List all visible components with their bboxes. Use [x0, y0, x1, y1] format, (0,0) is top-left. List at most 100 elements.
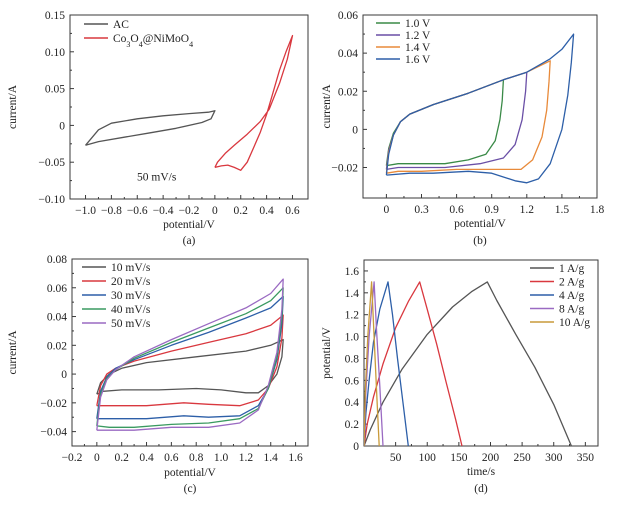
series-line-1-a-g: [364, 281, 572, 446]
panel-label: (b): [473, 235, 487, 247]
panel-c-cv-scan-rates: −0.2 0 0.2 0.4 0.6 0.8 1.0 1.2 1.4 1.6 0.08 0.06 0.0…: [7, 254, 309, 495]
x-tick-label: −0.2: [179, 205, 200, 217]
x-tick-label: −0.8: [101, 205, 122, 217]
legend-label: 1.2 V: [405, 30, 431, 42]
y-tick-label: 0.2: [345, 419, 360, 431]
x-tick-label: 1.2: [520, 204, 535, 216]
y-axis-title: current/A: [7, 330, 19, 375]
x-axis-title: time/s: [467, 466, 496, 478]
y-tick-label: 0.04: [338, 48, 358, 60]
x-tick-label: −0.6: [127, 205, 148, 217]
plot-frame: [71, 258, 309, 447]
legend-label: 50 mV/s: [111, 318, 151, 330]
x-tick-label: 0.2: [114, 452, 129, 464]
x-tick-label: 1.2: [239, 452, 254, 464]
panel-d-gcd-curves: 50 100 150 200 250 300 350 0 0.2 0.4 0.6 0.8 1.0 1.2 1…: [321, 259, 599, 495]
x-tick-label: 0.4: [139, 452, 154, 464]
legend-label: 1.0 V: [405, 18, 431, 30]
x-tick-label: 1.6: [288, 452, 303, 464]
x-tick-label: 1.8: [590, 204, 605, 216]
series-line-1-2-v: [385, 71, 528, 171]
series-line-2-a-g: [364, 281, 463, 446]
x-tick-label: −0.2: [62, 452, 83, 464]
x-tick-label: 0.8: [189, 452, 204, 464]
legend-label: 30 mV/s: [111, 290, 151, 302]
series-line-1-6-v: [385, 33, 575, 184]
series-line-co3o4-nimoo4: [214, 34, 294, 171]
y-tick-label: −0.04: [40, 427, 67, 439]
y-tick-label: 0.02: [47, 340, 67, 352]
series-line-4-a-g: [364, 281, 409, 446]
y-tick-label: 0.06: [338, 10, 358, 22]
y-tick-label: 0: [352, 124, 358, 136]
legend-label: 1.6 V: [405, 54, 431, 66]
y-axis-title: current/A: [321, 84, 333, 129]
y-tick-label: 0.15: [45, 10, 65, 22]
x-tick-label: 0.6: [285, 205, 300, 217]
x-tick-label: −1.0: [75, 205, 96, 217]
y-tick-label: 1.2: [345, 310, 360, 322]
x-tick-label: 0.6: [164, 452, 179, 464]
x-tick-label: 0: [94, 452, 100, 464]
x-tick-label: 0: [384, 204, 390, 216]
y-tick-label: −0.02: [40, 398, 67, 410]
series-line-ac: [85, 110, 216, 146]
legend-label: Co3O4@NiMoO4: [113, 33, 193, 49]
x-tick-label: 200: [482, 452, 500, 464]
y-tick-label: 1.4: [345, 288, 360, 300]
legend-label: 4 A/g: [559, 290, 584, 302]
x-tick-label: 1.0: [214, 452, 229, 464]
y-tick-label: 1.0: [345, 332, 360, 344]
series-line-1-4-v: [385, 60, 551, 174]
x-tick-label: 1.5: [555, 204, 570, 216]
y-tick-label: 0: [61, 369, 67, 381]
panel-b-cv-voltage-windows: 0 0.3 0.6 0.9 1.2 1.5 1.8 0.06 0.04 0.02 0 −0.02 pot…: [321, 10, 604, 247]
y-tick-label: −0.10: [38, 194, 65, 206]
y-tick-label: 0.4: [345, 397, 360, 409]
y-tick-label: 0: [59, 120, 65, 132]
y-tick-label: −0.05: [38, 157, 65, 169]
x-tick-label: 50: [390, 452, 402, 464]
legend-label: AC: [113, 19, 129, 31]
panel-label: (d): [474, 483, 488, 495]
y-tick-label: 0.10: [45, 47, 65, 59]
x-tick-label: 0.9: [485, 204, 500, 216]
series-line-1-0-v: [385, 79, 505, 167]
legend-label: 8 A/g: [559, 304, 584, 316]
legend-label: 10 A/g: [559, 317, 590, 329]
x-tick-label: 0.6: [449, 204, 464, 216]
x-axis-title: potential/V: [454, 218, 506, 230]
y-axis-title: potential/V: [321, 326, 333, 378]
legend-label: 20 mV/s: [111, 276, 151, 288]
x-tick-label: −0.4: [153, 205, 174, 217]
y-tick-label: 0: [353, 441, 359, 453]
series-line-10-a-g: [364, 281, 380, 446]
x-tick-label: 300: [545, 452, 563, 464]
x-tick-label: 250: [513, 452, 531, 464]
x-tick-label: 100: [419, 452, 437, 464]
scan-rate-annotation: 50 mV/s: [137, 172, 177, 184]
x-tick-label: 0: [212, 205, 218, 217]
legend-label: 1.4 V: [405, 42, 431, 54]
legend-label: 2 A/g: [559, 277, 584, 289]
y-tick-label: 0.04: [47, 312, 67, 324]
panel-a-cv-comparison: −1.0 −0.8 −0.6 −0.4 −0.2 0 0.2 0.4 0.6 0.15 0.10 0.…: [7, 10, 309, 247]
y-tick-label: 0.6: [345, 375, 360, 387]
y-axis-title: current/A: [7, 84, 19, 129]
y-tick-label: 0.08: [47, 254, 67, 266]
x-axis-title: potential/V: [164, 467, 216, 479]
y-tick-label: 0.8: [345, 353, 360, 365]
legend-label: 10 mV/s: [111, 262, 151, 274]
legend-label: 40 mV/s: [111, 304, 151, 316]
plot-frame: [363, 259, 599, 447]
x-tick-label: 0.3: [414, 204, 429, 216]
series-line-50-mv-s: [96, 278, 284, 431]
x-tick-label: 150: [450, 452, 468, 464]
series-line-10-mv-s: [96, 338, 284, 395]
legend-label: 1 A/g: [559, 263, 584, 275]
x-axis-title: potential/V: [163, 219, 215, 231]
y-tick-label: 0.02: [338, 86, 358, 98]
y-tick-label: −0.02: [331, 163, 358, 175]
x-tick-label: 0.2: [234, 205, 249, 217]
